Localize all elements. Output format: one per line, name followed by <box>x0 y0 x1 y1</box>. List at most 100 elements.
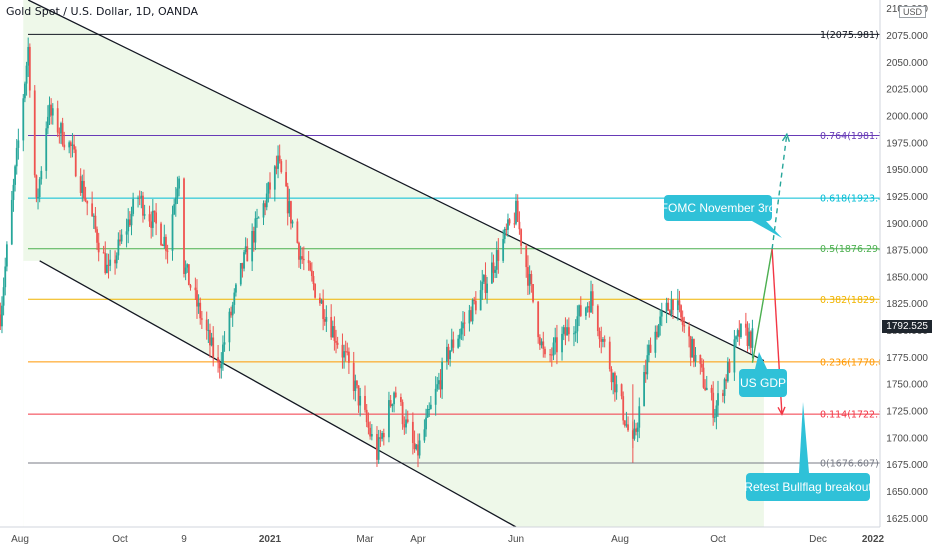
candle-body <box>585 307 587 316</box>
candle-body <box>411 421 414 443</box>
candle-body <box>125 231 128 235</box>
candle-body <box>251 231 254 262</box>
candle-body <box>556 337 558 353</box>
candle-body <box>325 316 328 322</box>
candle-body <box>382 433 385 438</box>
candle-body <box>28 46 31 91</box>
candle-body <box>705 387 708 391</box>
candle-body <box>596 305 599 332</box>
candle-body <box>688 326 690 337</box>
candle-body <box>220 363 223 369</box>
candle-body <box>51 108 54 116</box>
candle-body <box>401 402 404 425</box>
candle-body <box>600 339 603 342</box>
candle-body <box>12 184 15 200</box>
fib-label-0-114: 0.114(1722.136) <box>820 410 900 421</box>
candle-body <box>588 306 591 313</box>
descending-channel <box>27 0 765 528</box>
candle-body <box>574 331 577 334</box>
candle-body <box>462 322 464 329</box>
candle-body <box>231 304 234 316</box>
candle-body <box>562 327 565 334</box>
candle-body <box>540 341 543 346</box>
candle-body <box>343 351 345 358</box>
candle-body <box>458 334 461 339</box>
candle-body <box>344 351 347 353</box>
candle-body <box>710 387 713 393</box>
candle-body <box>515 200 517 224</box>
candle-body <box>176 188 179 198</box>
candle-body <box>446 346 448 362</box>
currency-unit-label[interactable]: USD <box>898 6 926 18</box>
candle-body <box>33 90 36 176</box>
candle-body <box>598 331 601 340</box>
y-tick-label: 2025.000 <box>886 85 928 96</box>
candle-body <box>171 214 174 251</box>
candle-body <box>542 341 545 349</box>
candle-body <box>615 384 618 393</box>
callout-fomc-pointer <box>752 221 782 238</box>
candle-body <box>579 305 582 316</box>
candle-body <box>140 195 143 199</box>
candle-body <box>104 253 107 273</box>
x-tick-label: Aug <box>611 534 629 545</box>
candle-body <box>452 339 455 348</box>
candle-body <box>200 318 203 320</box>
candle-body <box>310 270 313 277</box>
x-tick-label: 9 <box>181 534 187 545</box>
candle-body <box>391 404 394 407</box>
candle-body <box>290 201 292 224</box>
candle-body <box>331 326 334 338</box>
fib-label-0-382: 0.382(1829.168) <box>820 295 900 306</box>
candle-body <box>394 392 397 398</box>
candle-body <box>71 144 74 146</box>
candle-body <box>296 221 299 243</box>
projection-up-line <box>751 248 773 363</box>
candle-body <box>403 424 406 428</box>
candle-body <box>252 231 255 243</box>
callout-us-gdp[interactable]: US GDP <box>739 369 787 397</box>
candle-body <box>648 344 650 356</box>
candle-body <box>486 283 488 293</box>
candle-body <box>736 330 739 337</box>
candle-body <box>457 338 460 348</box>
candle-body <box>474 300 477 311</box>
candle-body <box>119 239 121 242</box>
candle-body <box>352 362 355 392</box>
x-tick-label: 2021 <box>259 534 282 545</box>
candle-body <box>417 444 419 456</box>
candle-body <box>602 339 604 342</box>
y-tick-label: 1900.000 <box>886 219 928 230</box>
candle-body <box>740 323 742 338</box>
candle-body <box>668 310 671 315</box>
candle-body <box>564 327 567 336</box>
y-tick-label: 1775.000 <box>886 353 928 364</box>
candle-body <box>646 355 649 375</box>
candle-body <box>591 291 594 306</box>
channel-lower-line <box>39 260 517 528</box>
x-tick-label: Aug <box>11 534 29 545</box>
callout-retest[interactable]: Retest Bullflag breakout <box>744 473 872 501</box>
y-tick-label: 1875.000 <box>886 246 928 257</box>
candle-body <box>298 242 300 260</box>
candlestick-series <box>0 37 754 468</box>
candle-body <box>508 219 511 224</box>
candle-body <box>194 287 197 291</box>
candle-body <box>197 302 200 307</box>
projection-dashed-arrow <box>771 134 788 250</box>
candle-body <box>415 444 418 450</box>
candle-body <box>578 305 580 317</box>
candle-body <box>377 437 380 460</box>
candle-body <box>322 300 325 320</box>
candle-body <box>670 299 673 315</box>
callout-fomc[interactable]: FOMC November 3rd <box>661 195 775 221</box>
y-tick-label: 1725.000 <box>886 407 928 418</box>
candle-body <box>643 372 645 407</box>
candle-body <box>257 217 260 219</box>
candle-body <box>323 319 326 322</box>
candle-body <box>657 325 660 338</box>
candle-body <box>83 180 85 199</box>
candle-body <box>527 267 529 286</box>
candle-body <box>2 287 5 306</box>
y-tick-label: 1850.000 <box>886 272 928 283</box>
